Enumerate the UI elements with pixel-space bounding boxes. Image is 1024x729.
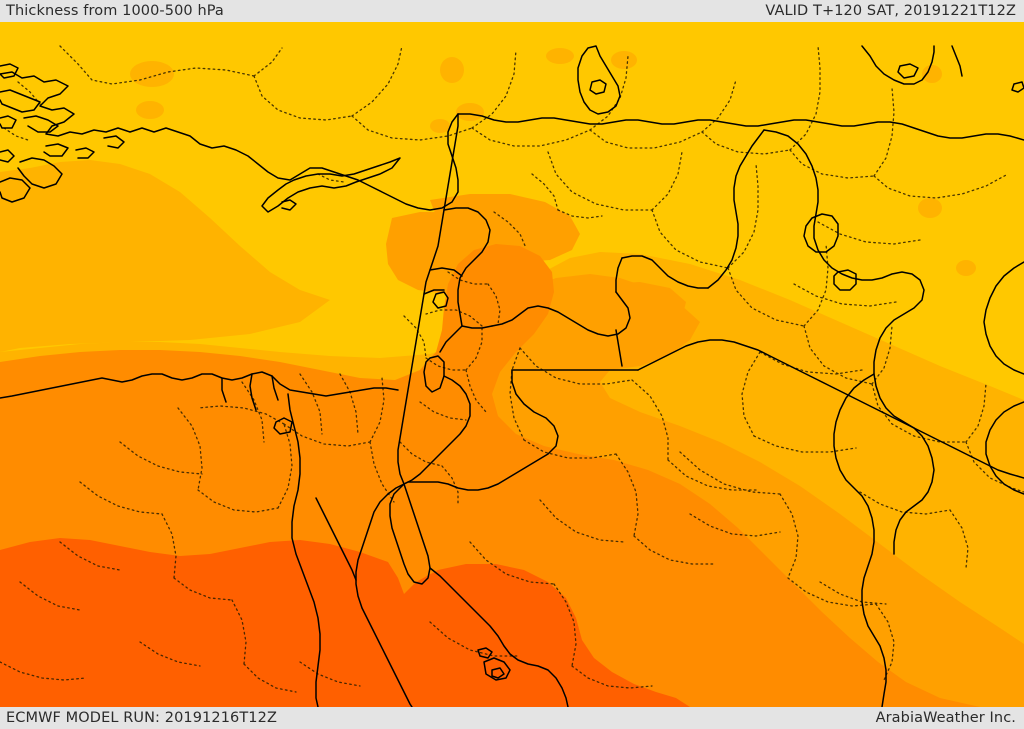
thickness-contour-map <box>0 22 1024 707</box>
coastlines-and-borders <box>0 45 1024 707</box>
map-viewport[interactable] <box>0 22 1024 707</box>
footer-bar: ECMWF MODEL RUN: 20191216T12Z ArabiaWeat… <box>0 707 1024 729</box>
band-red-orange-group <box>0 538 690 707</box>
header-bar: Thickness from 1000-500 hPa VALID T+120 … <box>0 0 1024 22</box>
model-run-label: ECMWF MODEL RUN: 20191216T12Z <box>6 709 277 726</box>
attribution-label: ArabiaWeather Inc. <box>875 709 1016 726</box>
admin-boundaries <box>0 45 1024 693</box>
page-title: Thickness from 1000-500 hPa <box>6 2 224 19</box>
valid-time-label: VALID T+120 SAT, 20191221T12Z <box>765 2 1016 19</box>
